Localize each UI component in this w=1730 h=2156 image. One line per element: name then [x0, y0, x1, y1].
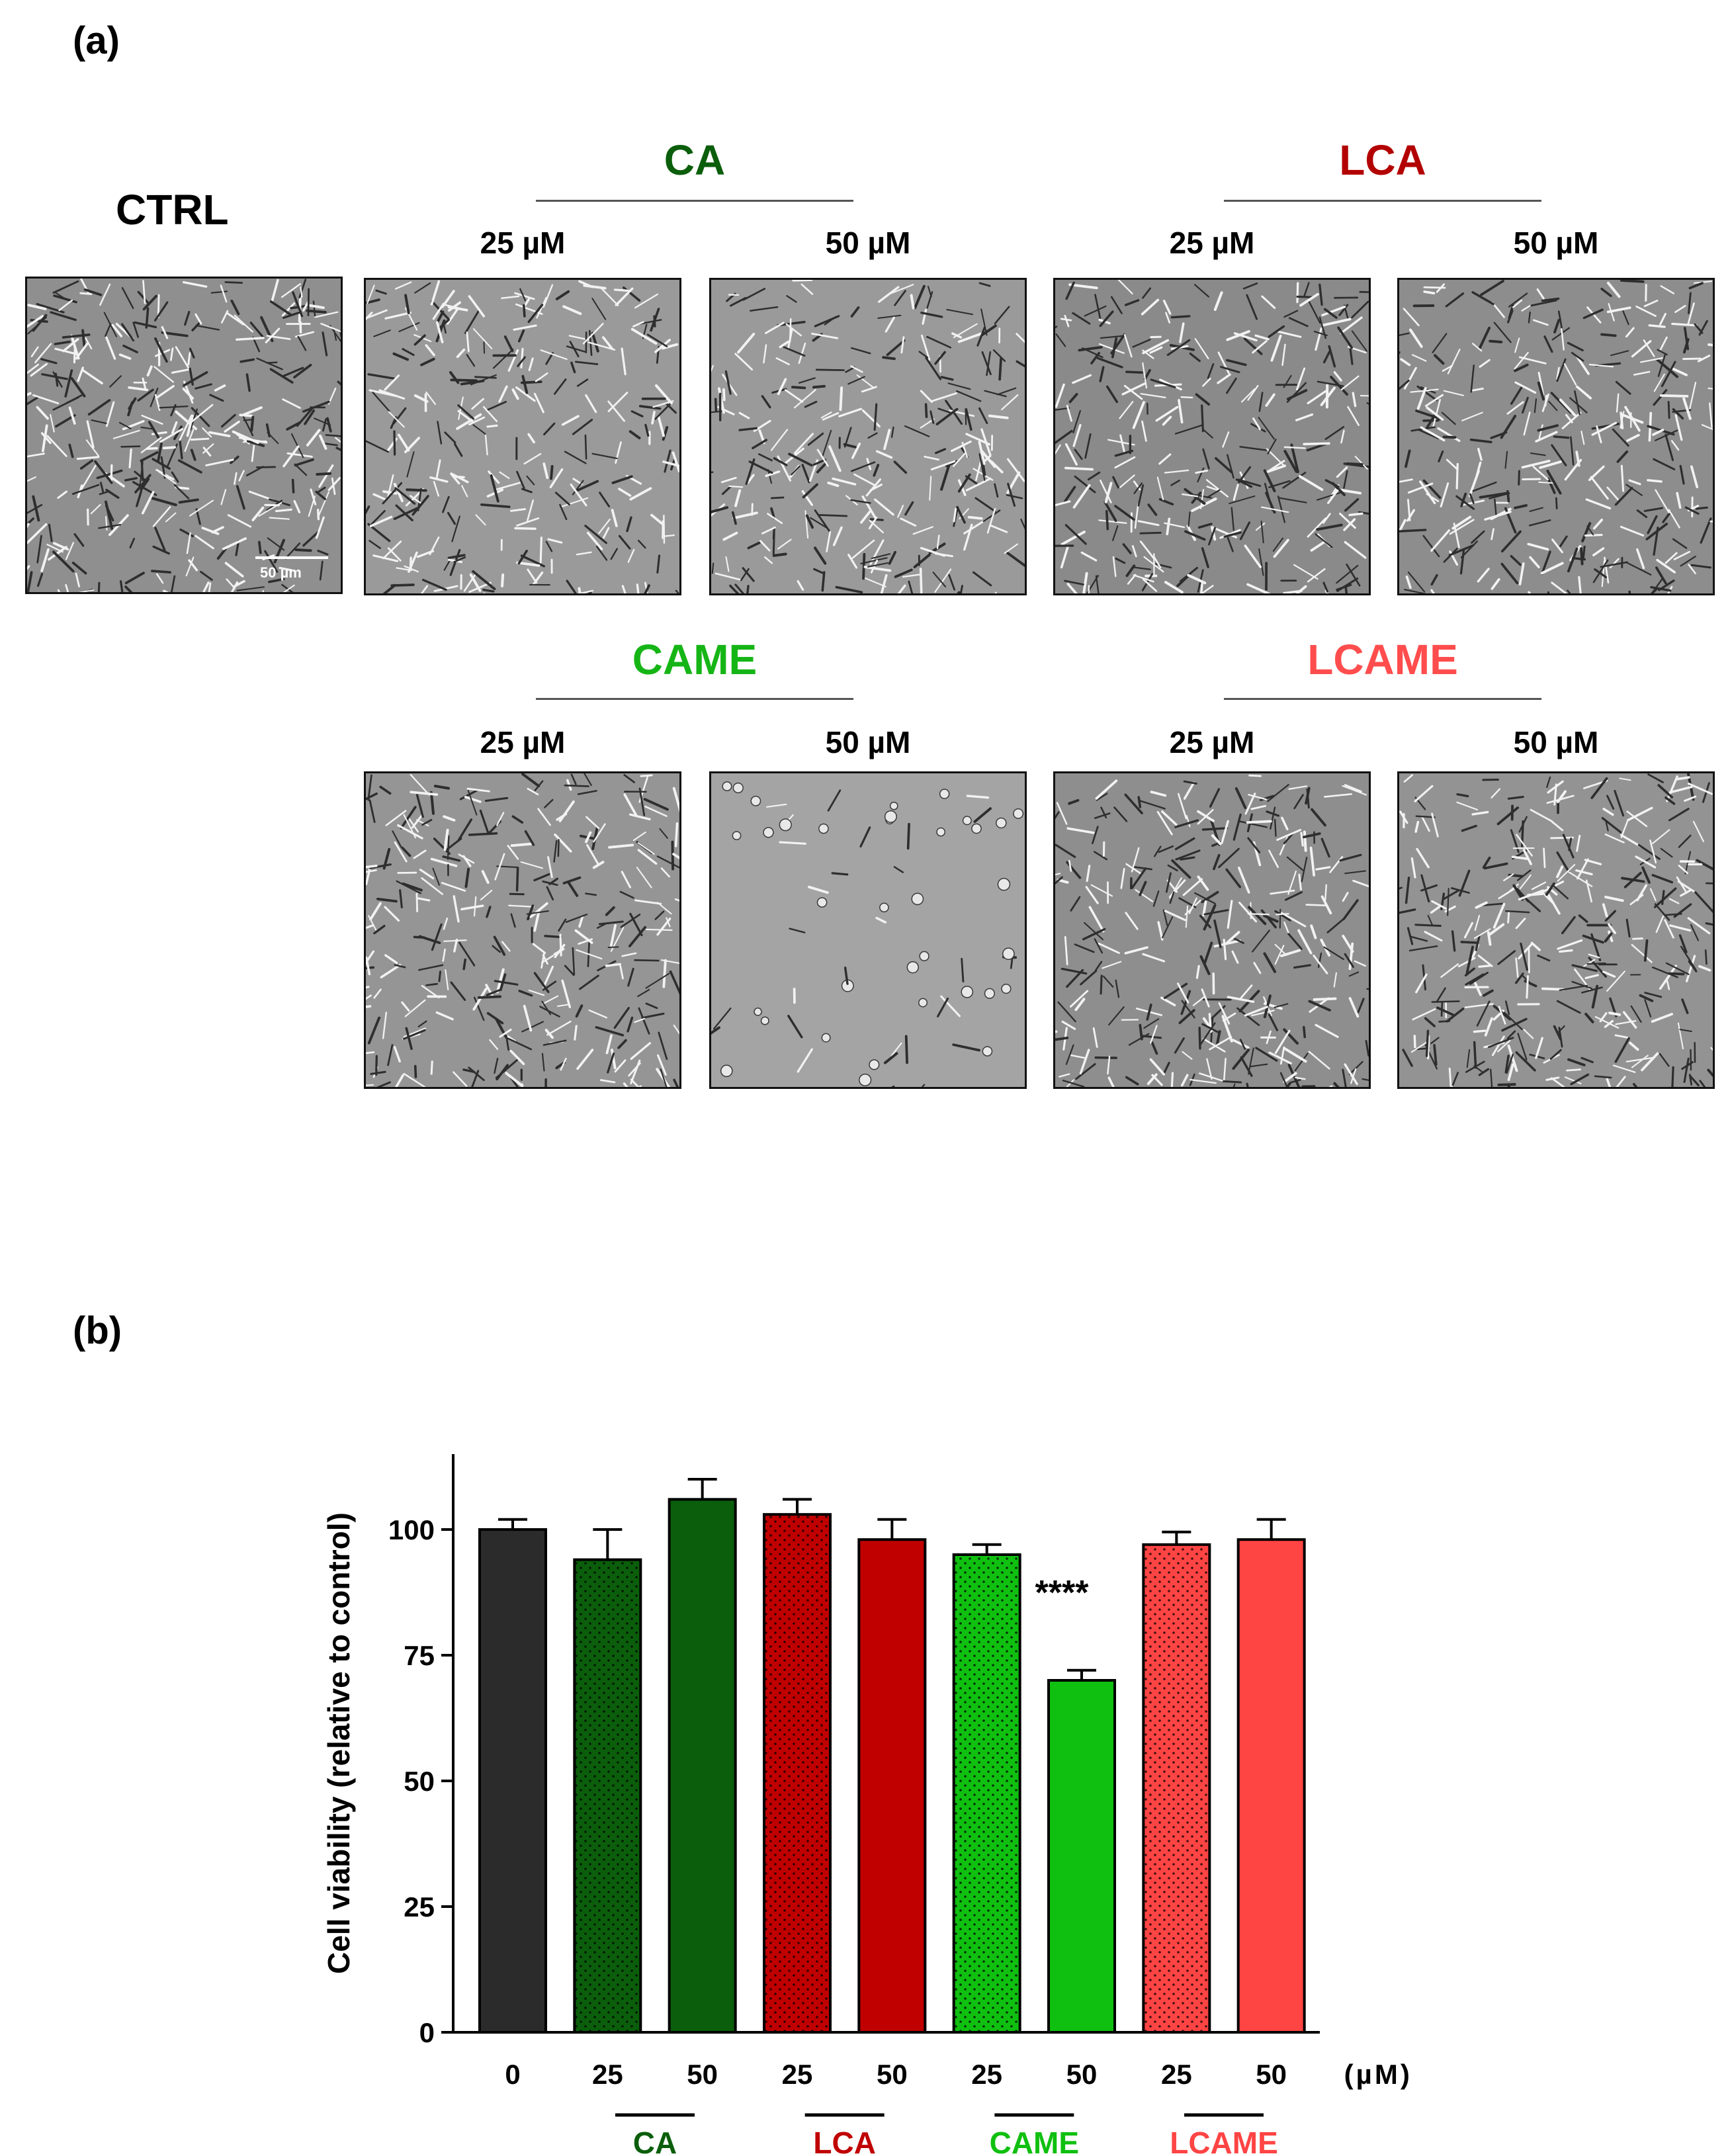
micrograph-ctrl: 50 µm [25, 277, 343, 594]
x-tick-label: 25 [592, 2059, 623, 2090]
x-tick-label: 50 [687, 2059, 718, 2090]
dose-label: 25 µM [1169, 226, 1255, 260]
x-tick-label: 25 [782, 2059, 813, 2090]
micrograph-texture [1399, 280, 1713, 593]
y-tick-label: 50 [404, 1766, 435, 1797]
micrograph-texture [366, 280, 679, 593]
micrograph-lcame-50 [1397, 771, 1715, 1089]
bar-pattern [576, 1561, 640, 2031]
group-line-ca [536, 200, 853, 202]
group-title-came: CAME [632, 636, 757, 683]
micrograph-texture [1055, 773, 1369, 1087]
x-tick-label: 50 [1066, 2059, 1098, 2090]
group-label: CA [633, 2126, 677, 2156]
x-tick-label: 25 [971, 2059, 1002, 2090]
bar-pattern [955, 1556, 1019, 2031]
group-title-lca: LCA [1339, 136, 1426, 184]
group-line-lca [1224, 200, 1541, 202]
micrograph-texture [711, 773, 1025, 1087]
significance-label: **** [1035, 1574, 1090, 1612]
bar [857, 1538, 927, 2034]
dose-label: 50 µM [1513, 725, 1599, 759]
y-tick-label: 0 [419, 2017, 435, 2048]
micrograph-came-50 [709, 771, 1027, 1089]
group-title-ca: CA [664, 136, 726, 184]
bar-chart: 0 25 50 75 100 Cell viability (relative to co… [322, 1454, 1412, 2156]
bar-pattern [1145, 1545, 1209, 2031]
x-tick-label: 50 [1256, 2059, 1287, 2090]
dose-label: 25 µM [480, 725, 566, 759]
x-tick-label: 0 [505, 2059, 520, 2090]
bar [1236, 1538, 1306, 2034]
y-tick-label: 100 [388, 1514, 435, 1545]
dose-label: 50 µM [825, 725, 911, 759]
y-tick-label: 25 [404, 1891, 435, 1922]
group-label: LCAME [1170, 2126, 1278, 2156]
micrograph-texture [711, 280, 1025, 593]
bar-pattern [765, 1516, 829, 2031]
scale-bar [255, 556, 328, 559]
micrograph-came-25 [364, 771, 681, 1089]
micrograph-texture [1055, 280, 1369, 593]
dose-label: 50 µM [825, 226, 911, 260]
micrograph-texture [366, 773, 679, 1087]
micrograph-texture [27, 279, 341, 592]
group-line-lcame [1224, 698, 1541, 700]
y-axis-label: Cell viability (relative to control) [322, 1512, 356, 1974]
dose-label: 25 µM [1169, 725, 1255, 759]
x-tick-label: 25 [1161, 2059, 1192, 2090]
group-line-came [536, 698, 853, 700]
bar [478, 1528, 547, 2034]
micrograph-lcame-25 [1053, 771, 1371, 1089]
x-tick-label: 50 [877, 2059, 908, 2090]
micrograph-texture [1399, 773, 1713, 1087]
micrograph-lca-25 [1053, 278, 1371, 595]
scale-bar-label: 50 µm [260, 564, 302, 581]
panel-a-label: (a) [73, 19, 120, 62]
y-tick-label: 75 [404, 1640, 435, 1671]
panel-b-label: (b) [73, 1309, 122, 1352]
x-unit-label: (µM) [1344, 2059, 1412, 2090]
micrograph-ca-25 [364, 278, 681, 595]
group-label: CAME [990, 2126, 1079, 2156]
ctrl-title: CTRL [116, 186, 229, 234]
group-title-lcame: LCAME [1307, 636, 1458, 683]
group-label: LCA [813, 2126, 876, 2156]
dose-label: 50 µM [1513, 226, 1599, 260]
micrograph-lca-50 [1397, 278, 1715, 595]
micrograph-ca-50 [709, 278, 1027, 595]
dose-label: 25 µM [480, 226, 566, 260]
bar [668, 1498, 737, 2034]
bar [1047, 1679, 1116, 2034]
